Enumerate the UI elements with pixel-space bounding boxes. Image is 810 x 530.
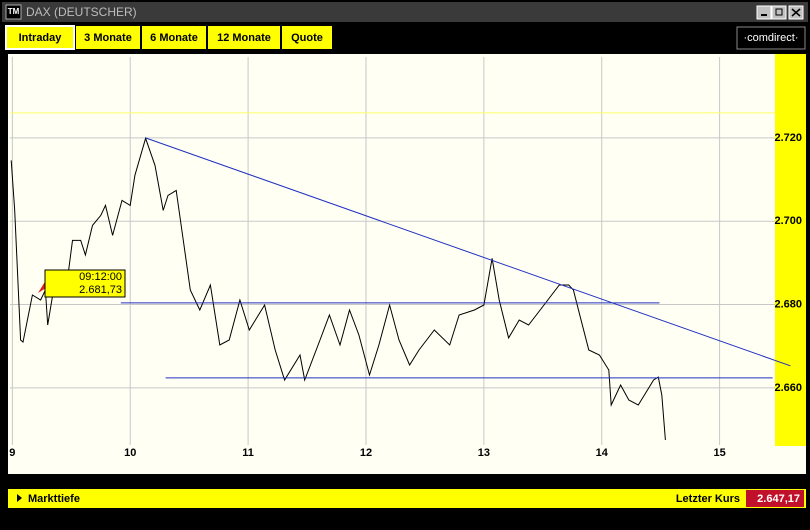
footer-bar (8, 489, 806, 508)
tab[interactable] (208, 26, 280, 49)
cursor-marker (38, 280, 46, 293)
x-tick-label: 11 (242, 447, 254, 459)
tab[interactable] (142, 26, 206, 49)
y-tick-label: 2.680 (774, 298, 802, 310)
x-tick-label: 9 (9, 447, 15, 459)
cursor-price: 2.681,73 (79, 284, 122, 296)
tab-bar: Intraday 3 Monate 6 Monate 12 Monate Quote (5, 25, 332, 50)
x-tick-label: 14 (596, 447, 609, 459)
x-tick-label: 15 (713, 447, 725, 459)
tab[interactable] (5, 25, 75, 50)
app-icon-text: TM (8, 7, 20, 16)
y-axis-strip (775, 54, 806, 446)
window-buttons[interactable] (756, 5, 804, 20)
separator (8, 474, 806, 488)
x-tick-label: 13 (478, 447, 490, 459)
last-price-label: Letzter Kurs (676, 493, 740, 505)
tab-label[interactable]: 6 Monate (150, 32, 198, 44)
x-tick-label: 10 (124, 447, 136, 459)
tab[interactable] (76, 26, 140, 49)
trend-line (145, 137, 791, 367)
last-price: 2.647,17 (757, 493, 800, 505)
footer-link[interactable]: Markttiefe (28, 493, 80, 505)
expand-arrow[interactable] (17, 494, 22, 502)
app-icon (5, 4, 22, 20)
maximize-button[interactable] (771, 5, 787, 20)
y-tick-label: 2.720 (774, 132, 802, 144)
y-tick-label: 2.700 (774, 215, 802, 227)
x-tick-label: 12 (360, 447, 372, 459)
tab-label[interactable]: 3 Monate (84, 32, 132, 44)
y-tick-label: 2.660 (774, 382, 802, 394)
title-bar (2, 2, 808, 22)
logo-box (736, 26, 806, 50)
window-title: DAX (DEUTSCHER) (26, 5, 137, 19)
tab-label[interactable]: Quote (291, 32, 323, 44)
close-glyph (791, 8, 801, 17)
minimize-button[interactable] (756, 5, 772, 20)
logo: ·comdirect· (743, 32, 798, 44)
plot: 9 10 11 12 13 14 15 2.660 2.680 2.700 2.720 09:12:0… (9, 57, 802, 459)
tab-label[interactable]: Intraday (19, 32, 63, 44)
tab[interactable] (282, 26, 332, 49)
chart-panel (8, 54, 806, 474)
cursor-tooltip (44, 269, 126, 298)
maximize-glyph (775, 8, 783, 16)
cursor-time: 09:12:00 (79, 271, 122, 283)
last-price-box (746, 490, 804, 507)
tab-label[interactable]: 12 Monate (217, 32, 271, 44)
